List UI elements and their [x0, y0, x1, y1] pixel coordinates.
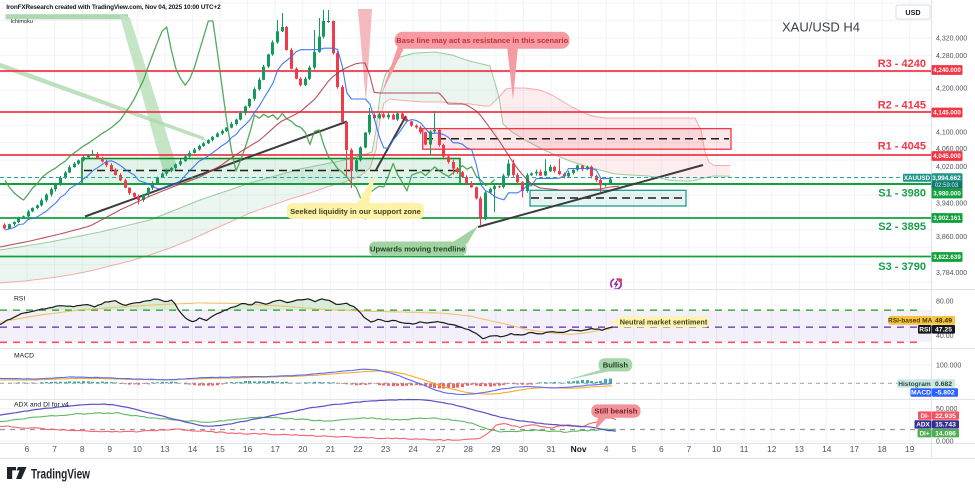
svg-text:3,784.000: 3,784.000: [936, 270, 967, 277]
svg-text:R2 - 4145: R2 - 4145: [878, 99, 926, 111]
svg-text:31: 31: [546, 444, 556, 454]
svg-text:USD: USD: [905, 8, 920, 17]
svg-text:10: 10: [133, 444, 143, 454]
svg-text:4,200.000: 4,200.000: [936, 86, 967, 93]
svg-text:MACD: MACD: [14, 353, 34, 360]
svg-text:14.086: 14.086: [935, 430, 956, 437]
svg-text:3,860.000: 3,860.000: [936, 234, 967, 241]
svg-text:12: 12: [767, 444, 777, 454]
svg-text:S2 - 3895: S2 - 3895: [878, 221, 926, 233]
svg-text:Base line may act as resistanc: Base line may act as resistance in this …: [396, 36, 568, 45]
svg-text:Upwards moving trendline: Upwards moving trendline: [370, 245, 465, 254]
svg-text:17: 17: [850, 444, 860, 454]
svg-text:Histogram: Histogram: [898, 381, 931, 388]
svg-text:ADX: ADX: [916, 422, 930, 429]
svg-text:4,020.000: 4,020.000: [936, 164, 967, 171]
svg-text:22: 22: [353, 444, 363, 454]
svg-text:XAU/USD H4: XAU/USD H4: [782, 20, 860, 35]
svg-text:11: 11: [740, 444, 749, 454]
svg-text:4,320.000: 4,320.000: [936, 36, 967, 43]
svg-text:6: 6: [25, 444, 30, 454]
svg-text:28: 28: [464, 444, 474, 454]
svg-text:S1 - 3980: S1 - 3980: [878, 187, 926, 199]
svg-text:27: 27: [436, 444, 446, 454]
svg-text:10: 10: [712, 444, 722, 454]
svg-text:4,060.000: 4,060.000: [936, 146, 967, 153]
svg-text:Neutral market sentiment: Neutral market sentiment: [620, 317, 708, 326]
svg-text:21: 21: [326, 444, 336, 454]
svg-text:4,280.000: 4,280.000: [936, 53, 967, 60]
svg-text:15: 15: [215, 444, 225, 454]
svg-text:RSI: RSI: [919, 327, 930, 334]
svg-text:R3 - 4240: R3 - 4240: [878, 58, 926, 70]
svg-text:47.25: 47.25: [935, 327, 952, 334]
svg-text:29: 29: [491, 444, 501, 454]
svg-text:16: 16: [243, 444, 253, 454]
svg-text:50.000: 50.000: [936, 406, 958, 413]
svg-text:3,940.000: 3,940.000: [936, 201, 967, 208]
svg-text:MACD: MACD: [911, 390, 931, 397]
svg-text:4,240.000: 4,240.000: [933, 67, 961, 74]
svg-text:24: 24: [408, 444, 418, 454]
svg-text:48.49: 48.49: [935, 318, 952, 325]
svg-text:20: 20: [298, 444, 308, 454]
svg-text:18: 18: [877, 444, 887, 454]
svg-text:3,980.000: 3,980.000: [933, 191, 961, 198]
svg-text:14: 14: [822, 444, 832, 454]
svg-text:ADX and DI for v4: ADX and DI for v4: [14, 402, 69, 409]
svg-text:8: 8: [80, 444, 85, 454]
svg-text:100.000: 100.000: [936, 363, 961, 370]
svg-text:-5.802: -5.802: [935, 390, 954, 397]
svg-text:4,145.000: 4,145.000: [933, 110, 961, 117]
svg-text:4,045.000: 4,045.000: [933, 153, 961, 160]
svg-text:Nov: Nov: [571, 444, 587, 454]
svg-text:R1 - 4045: R1 - 4045: [878, 140, 926, 152]
svg-text:3,902.161: 3,902.161: [933, 215, 961, 222]
svg-text:17: 17: [271, 444, 281, 454]
svg-text:Seeked liquidity in our suppor: Seeked liquidity in our support zone: [290, 207, 421, 216]
svg-text:02:59:03: 02:59:03: [935, 183, 959, 189]
svg-text:4: 4: [604, 444, 609, 454]
svg-text:IronFXResearch created with Tr: IronFXResearch created with TradingView.…: [6, 4, 221, 11]
svg-text:30: 30: [519, 444, 529, 454]
svg-text:14: 14: [188, 444, 198, 454]
svg-text:DI-: DI-: [921, 413, 930, 420]
svg-text:9: 9: [107, 444, 112, 454]
svg-text:23: 23: [381, 444, 391, 454]
svg-text:Still bearish: Still bearish: [594, 407, 637, 416]
svg-text:DI+: DI+: [919, 430, 929, 437]
svg-text:7: 7: [687, 444, 692, 454]
svg-text:5: 5: [631, 444, 636, 454]
svg-text:RSI: RSI: [14, 296, 25, 303]
svg-text:19: 19: [905, 444, 915, 454]
svg-text:S3 - 3790: S3 - 3790: [878, 261, 926, 273]
svg-text:3,994.662: 3,994.662: [932, 175, 961, 182]
svg-text:0.000: 0.000: [936, 439, 954, 446]
svg-text:13: 13: [160, 444, 170, 454]
svg-text:7: 7: [52, 444, 57, 454]
svg-text:RSI-based MA: RSI-based MA: [888, 318, 933, 325]
svg-text:Ichimoku: Ichimoku: [11, 19, 33, 25]
svg-text:22.935: 22.935: [935, 413, 956, 420]
svg-text:40.00: 40.00: [936, 333, 954, 340]
svg-text:80.00: 80.00: [936, 299, 954, 306]
svg-text:4,100.000: 4,100.000: [936, 130, 967, 137]
svg-text:15.743: 15.743: [935, 422, 956, 429]
svg-text:XAUUSD: XAUUSD: [904, 175, 931, 182]
svg-text:3,822.639: 3,822.639: [933, 254, 961, 261]
svg-text:Bullish: Bullish: [603, 361, 629, 370]
svg-text:TradingView: TradingView: [31, 467, 90, 482]
svg-text:0.682: 0.682: [935, 381, 952, 388]
svg-text:13: 13: [795, 444, 805, 454]
svg-text:6: 6: [659, 444, 664, 454]
